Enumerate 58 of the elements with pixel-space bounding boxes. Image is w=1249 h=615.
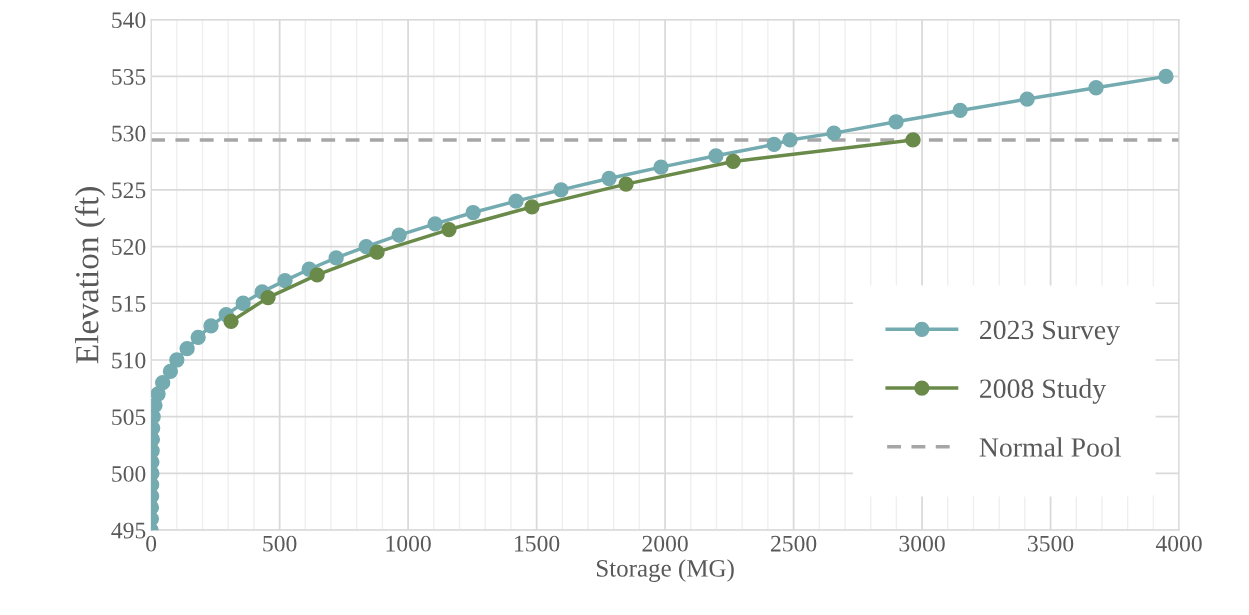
point — [328, 250, 344, 266]
x-tick-label: 4000 — [1155, 535, 1202, 552]
x-tick-label: 0 — [146, 535, 157, 552]
y-tick-label: 495 — [111, 522, 146, 539]
point — [260, 289, 276, 306]
point — [391, 227, 407, 243]
point — [553, 182, 569, 198]
point — [905, 132, 921, 148]
y-tick-label: 510 — [112, 352, 146, 369]
y-tick-label: 530 — [112, 125, 146, 142]
x-tick-label: 3000 — [899, 535, 945, 552]
point — [1019, 91, 1035, 107]
x-tick-label: 3500 — [1028, 535, 1074, 552]
point — [766, 136, 782, 153]
point — [601, 170, 617, 187]
y-tick-label: 525 — [112, 182, 146, 199]
point — [309, 267, 325, 283]
point — [441, 221, 457, 238]
point — [179, 340, 195, 357]
point — [162, 363, 179, 379]
point — [203, 318, 219, 334]
x-tick-label: 1000 — [386, 535, 431, 552]
point — [826, 125, 842, 141]
point — [653, 159, 669, 175]
y-tick-label: 505 — [112, 409, 146, 426]
legend-label: Normal Pool — [979, 437, 1121, 457]
point — [277, 272, 293, 289]
point — [1088, 80, 1104, 96]
x-tick-label: 500 — [263, 535, 297, 552]
y-tick-label: 520 — [112, 239, 146, 255]
point — [155, 375, 171, 391]
point — [888, 114, 904, 130]
x-tick-label: 2000 — [642, 535, 688, 552]
x-tick-label: 2500 — [771, 535, 817, 552]
point — [782, 132, 798, 148]
point — [508, 193, 524, 209]
point — [235, 295, 251, 311]
y-axis-title: Elevation (ft) — [74, 187, 106, 364]
point — [524, 199, 540, 215]
point — [708, 148, 724, 164]
x-axis-title: Storage (MG) — [596, 559, 734, 582]
point — [1158, 68, 1174, 85]
point — [618, 176, 634, 192]
y-tick-label: 500 — [112, 465, 146, 482]
point — [952, 102, 968, 119]
point — [427, 216, 443, 232]
point — [725, 153, 741, 170]
point — [190, 329, 206, 345]
y-tick-label: 535 — [112, 68, 146, 85]
legend-label: 2008 Study — [980, 378, 1107, 404]
point — [465, 204, 481, 221]
point — [169, 352, 185, 368]
x-tick-label: 1500 — [515, 535, 560, 552]
point — [223, 313, 239, 330]
legend-label: 2023 Survey — [980, 320, 1120, 346]
point — [369, 244, 385, 260]
y-tick-label: 540 — [112, 12, 146, 29]
y-tick-label: 515 — [112, 295, 146, 312]
